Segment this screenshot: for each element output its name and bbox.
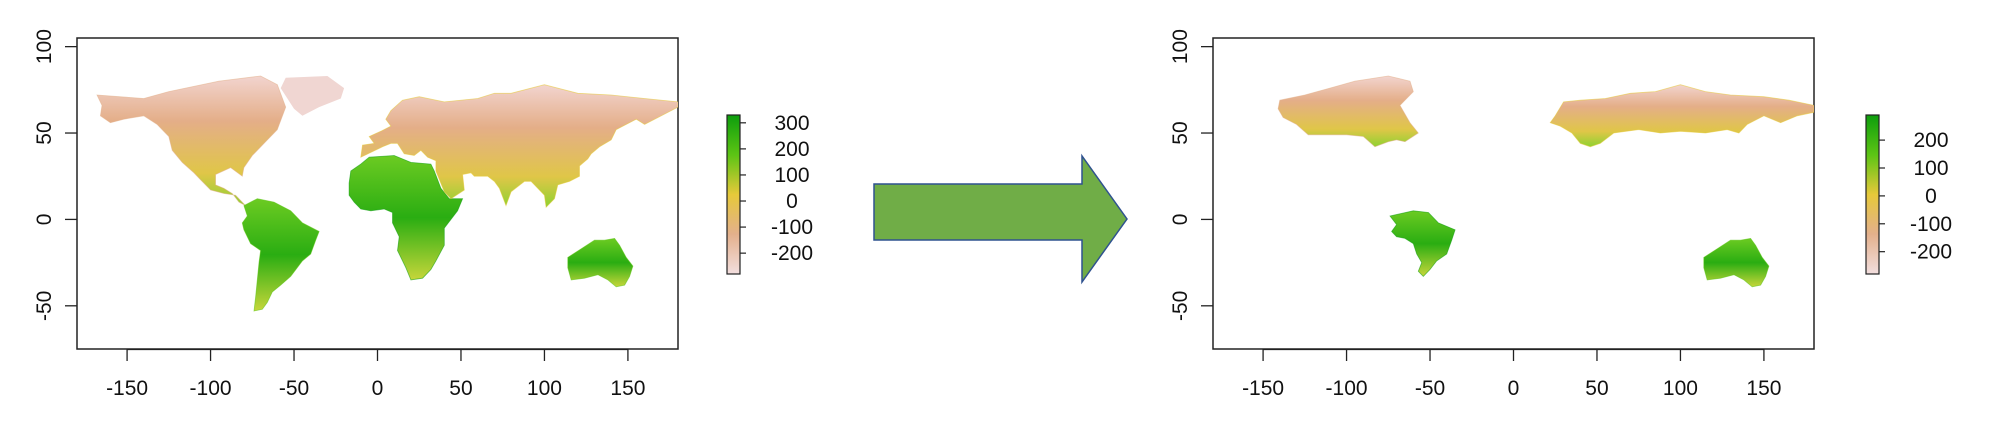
- x-tick-label: -150: [1242, 377, 1284, 400]
- region-australia: [567, 237, 634, 288]
- transition-arrow: [873, 153, 1128, 285]
- y-tick-label: -50: [1169, 291, 1192, 321]
- x-tick-label: -50: [1415, 377, 1445, 400]
- region-greenland: [280, 76, 345, 116]
- x-tick-label: 100: [1663, 377, 1698, 400]
- region-africa: [348, 155, 464, 281]
- land-layer: [96, 75, 678, 312]
- legend-label: 100: [774, 164, 809, 187]
- x-tick-label: 100: [527, 377, 562, 400]
- right-map-panel: -150 -100 -50 0 50 100 150 -50 0 50 100 200 100 0 -100…: [1169, 29, 1952, 400]
- x-tick-label: -150: [106, 377, 148, 400]
- legend-label: -200: [1910, 241, 1952, 264]
- legend-label: 200: [1913, 129, 1948, 152]
- region-north-america: [96, 75, 287, 206]
- x-tick-label: -100: [1326, 377, 1368, 400]
- y-tick-label: 0: [33, 214, 56, 226]
- legend-label: -100: [1910, 213, 1952, 236]
- y-tick-label: 50: [1169, 121, 1192, 144]
- y-tick-label: -50: [33, 291, 56, 321]
- y-tick-label: 0: [1169, 214, 1192, 226]
- legend-label: 100: [1913, 157, 1948, 180]
- x-tick-label: 50: [1585, 377, 1608, 400]
- plot-frame: [1212, 37, 1815, 350]
- x-tick-label: 0: [372, 377, 384, 400]
- x-tick-label: -100: [190, 377, 232, 400]
- legend-colorbar: [1865, 114, 1880, 275]
- region-eurasia: [360, 84, 678, 209]
- legend-label: -200: [771, 242, 813, 265]
- land-layer: [1277, 75, 1814, 288]
- y-tick-label: 100: [1169, 29, 1192, 64]
- left-map-panel: -150 -100 -50 0 50 100 150 -50 0 50 100 300 200 100 0 -…: [33, 29, 813, 400]
- legend-label: -100: [771, 216, 813, 239]
- x-tick-label: 50: [449, 377, 472, 400]
- legend-label: 200: [774, 138, 809, 161]
- legend-colorbar: [726, 114, 741, 275]
- region-australia: [1703, 237, 1770, 288]
- legend-label: 0: [786, 190, 798, 213]
- region-south-america: [241, 198, 320, 312]
- x-tick-label: 0: [1508, 377, 1520, 400]
- region-canada: [1277, 75, 1419, 148]
- x-tick-label: 150: [1746, 377, 1781, 400]
- x-tick-label: 150: [610, 377, 645, 400]
- y-tick-label: 100: [33, 29, 56, 64]
- region-brazil: [1389, 210, 1456, 277]
- legend-label: 300: [774, 112, 809, 135]
- y-tick-label: 50: [33, 121, 56, 144]
- x-tick-label: -50: [279, 377, 309, 400]
- region-northern-eurasia: [1549, 84, 1814, 148]
- right-arrow-icon: [873, 153, 1128, 285]
- legend-label: 0: [1925, 185, 1937, 208]
